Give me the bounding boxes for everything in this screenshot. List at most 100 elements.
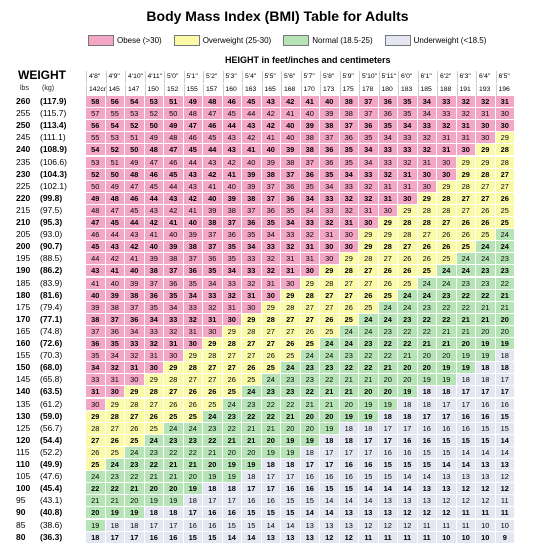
height-ft-tick: 5'2"	[203, 71, 223, 83]
bmi-cell: 25	[359, 301, 379, 314]
bmi-cell: 27	[476, 192, 496, 205]
bmi-cell: 27	[300, 301, 320, 314]
bmi-cell: 31	[378, 192, 398, 205]
bmi-cell: 16	[242, 495, 262, 508]
bmi-cell: 27	[456, 204, 476, 217]
bmi-cell: 38	[183, 241, 203, 254]
bmi-cell: 24	[359, 313, 379, 326]
weight-lbs-label: 100	[16, 483, 31, 494]
weight-tick: 85 (38.6)	[16, 520, 74, 530]
bmi-cell: 35	[398, 96, 418, 109]
bmi-cell: 16	[437, 422, 457, 435]
bmi-cell: 16	[378, 446, 398, 459]
bmi-cell: 23	[417, 301, 437, 314]
bmi-cell: 39	[300, 120, 320, 133]
bmi-cell: 21	[183, 459, 203, 472]
bmi-cell: 35	[86, 350, 106, 363]
bmi-cell: 43	[183, 168, 203, 181]
weight-lbs-label: 135	[16, 398, 31, 409]
bmi-cell: 42	[125, 241, 145, 254]
bmi-cell: 23	[476, 265, 496, 278]
bmi-cell: 26	[242, 362, 262, 375]
bmi-cell: 38	[320, 120, 340, 133]
bmi-cell: 33	[125, 338, 145, 351]
bmi-cell: 24	[437, 277, 457, 290]
bmi-cell: 33	[242, 253, 262, 266]
bmi-cell: 21	[398, 350, 418, 363]
bmi-cell: 25	[320, 325, 340, 338]
bmi-cell: 22	[378, 338, 398, 351]
weight-kg-label: (63.5)	[40, 386, 63, 397]
bmi-cell: 16	[476, 410, 496, 423]
bmi-cell: 22	[242, 410, 262, 423]
bmi-cell: 41	[183, 204, 203, 217]
bmi-cell: 29	[320, 265, 340, 278]
bmi-cell: 41	[105, 265, 125, 278]
bmi-cell: 29	[105, 398, 125, 411]
bmi-cell: 24	[378, 301, 398, 314]
bmi-cell: 22	[281, 398, 301, 411]
weight-lbs-label: 240	[16, 144, 31, 155]
bmi-cell: 17	[495, 386, 515, 399]
bmi-cell: 18	[417, 386, 437, 399]
weight-kg-label: (104.3)	[40, 168, 67, 179]
bmi-cell: 10	[495, 519, 515, 532]
bmi-cell: 29	[203, 338, 223, 351]
bmi-cell: 15	[378, 471, 398, 484]
bmi-cell: 23	[437, 289, 457, 302]
bmi-cell: 42	[261, 108, 281, 121]
bmi-cell: 24	[476, 241, 496, 254]
weight-axis-label: WEIGHT	[18, 68, 66, 82]
bmi-cell: 15	[437, 434, 457, 447]
legend-swatch-underweight	[384, 35, 411, 46]
height-cm-tick: 193	[476, 84, 496, 96]
bmi-cell: 43	[222, 144, 242, 157]
bmi-cell: 45	[242, 96, 262, 109]
height-ft-tick: 4'10"	[125, 71, 145, 83]
bmi-cell: 18	[125, 519, 145, 532]
bmi-cell: 24	[125, 446, 145, 459]
bmi-cell: 15	[476, 422, 496, 435]
bmi-cell: 27	[125, 410, 145, 423]
bmi-cell: 30	[495, 120, 515, 133]
weight-lbs-label: 110	[16, 459, 30, 469]
bmi-cell: 20	[378, 374, 398, 387]
bmi-cell: 29	[125, 386, 145, 399]
bmi-cell: 28	[242, 325, 262, 338]
bmi-cell: 15	[320, 483, 340, 496]
bmi-cell: 50	[105, 168, 125, 181]
bmi-cell: 27	[222, 350, 242, 363]
bmi-cell: 16	[398, 446, 418, 459]
weight-kg-label: (74.8)	[40, 325, 63, 336]
bmi-cell: 41	[203, 180, 223, 193]
bmi-cell: 34	[203, 277, 223, 290]
bmi-cell: 27	[203, 374, 223, 387]
bmi-cell: 29	[144, 374, 164, 387]
weight-tick: 140 (63.5)	[16, 386, 74, 396]
bmi-cell: 43	[203, 156, 223, 169]
bmi-cell: 16	[359, 459, 379, 472]
bmi-cell: 26	[320, 313, 340, 326]
bmi-cell: 11	[495, 507, 515, 520]
bmi-cell: 32	[456, 96, 476, 109]
bmi-cell: 37	[261, 180, 281, 193]
bmi-cell: 32	[281, 241, 301, 254]
legend-swatch-obese	[88, 35, 114, 46]
bmi-cell: 12	[378, 519, 398, 532]
weight-kg-label: (65.8)	[40, 374, 63, 385]
bmi-cell: 23	[242, 398, 262, 411]
weight-kg-label: (56.7)	[40, 422, 63, 433]
bmi-cell: 28	[495, 144, 515, 157]
bmi-cell: 39	[125, 277, 145, 290]
weight-kg-label: (95.3)	[40, 217, 63, 227]
bmi-cell: 35	[222, 241, 242, 254]
bmi-cell: 21	[300, 398, 320, 411]
bmi-cell: 34	[398, 120, 418, 133]
bmi-cell: 40	[86, 289, 106, 302]
bmi-cell: 23	[105, 471, 125, 484]
bmi-cell: 30	[320, 253, 340, 266]
chart-title: Body Mass Index (BMI) Table for Adults	[146, 8, 409, 24]
bmi-cell: 40	[281, 120, 301, 133]
bmi-cell: 21	[242, 434, 262, 447]
bmi-cell: 36	[86, 338, 106, 351]
